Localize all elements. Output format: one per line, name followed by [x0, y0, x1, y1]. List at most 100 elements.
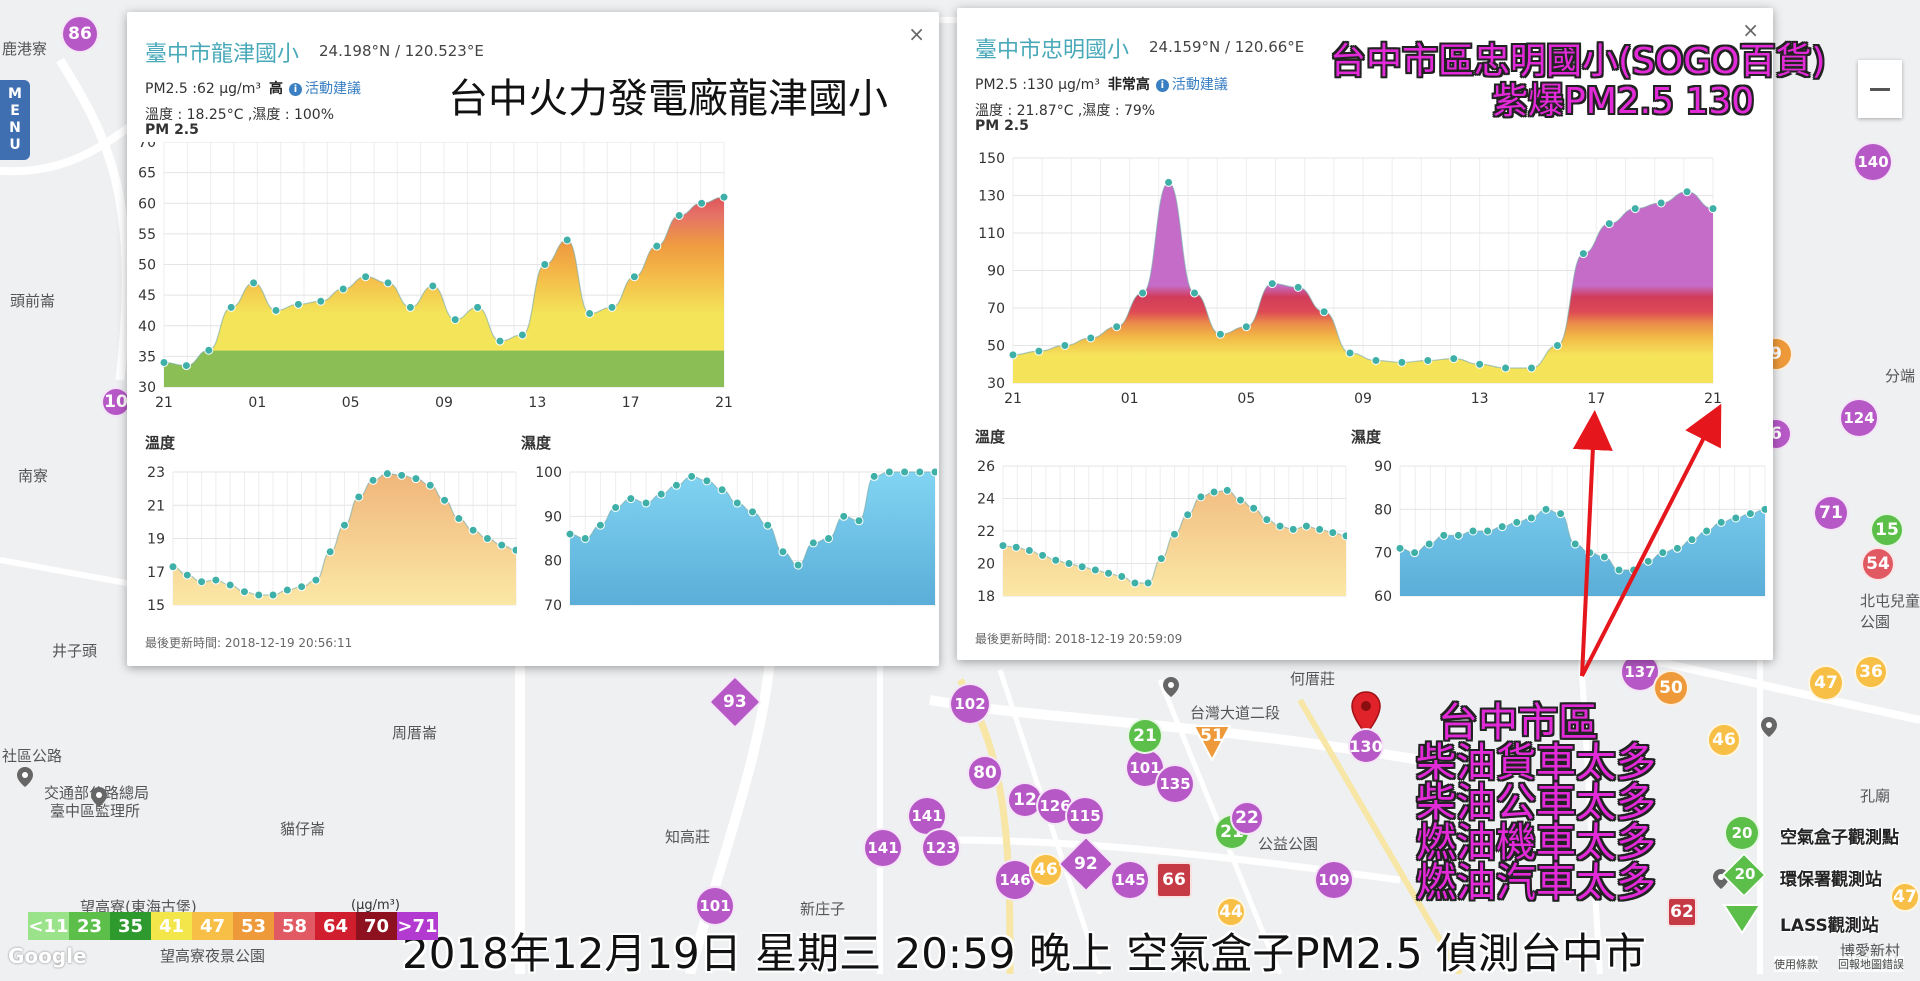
data-point: [1449, 354, 1459, 364]
data-point: [998, 541, 1008, 551]
station-marker[interactable]: 51: [1193, 723, 1231, 761]
close-icon[interactable]: ×: [908, 22, 925, 46]
data-point: [1189, 288, 1199, 298]
data-point: [1604, 219, 1614, 229]
cause-line: 燃油機車太多: [1416, 820, 1656, 866]
data-point: [1222, 485, 1232, 495]
map-pin-icon[interactable]: [1760, 716, 1778, 738]
station-marker[interactable]: 141: [863, 828, 903, 868]
weather-reading: 溫度 : 18.25°C ,濕度 : 100%: [145, 107, 335, 123]
data-point: [1687, 535, 1697, 545]
data-point: [1630, 204, 1640, 214]
station-marker[interactable]: 36: [1854, 655, 1888, 689]
data-point: [1643, 556, 1653, 566]
station-marker[interactable]: 123: [921, 828, 961, 868]
map-pin-icon[interactable]: [16, 766, 34, 788]
data-point: [1629, 565, 1639, 575]
data-point: [411, 474, 421, 484]
station-marker[interactable]: 115: [1065, 796, 1105, 836]
data-point: [1328, 528, 1338, 538]
station-marker[interactable]: 47: [1808, 665, 1844, 701]
station-marker[interactable]: 140: [1853, 142, 1893, 182]
data-point: [168, 562, 178, 572]
station-marker[interactable]: 145: [1110, 860, 1150, 900]
airbox-symbol-icon: 20: [1724, 815, 1760, 851]
caption-longjin: 台中火力發電廠龍津國小: [448, 76, 888, 122]
station-marker[interactable]: 15: [1870, 513, 1904, 547]
pm25-reading: PM2.5 :130 μg/m³ 非常高 i 活動建議: [975, 74, 1228, 94]
activity-advice-link[interactable]: i 活動建議: [288, 81, 361, 97]
station-marker[interactable]: 47: [1890, 882, 1920, 912]
activity-advice-link[interactable]: i 活動建議: [1155, 77, 1228, 93]
data-point: [869, 471, 879, 481]
zoom-control[interactable]: [1858, 60, 1902, 118]
data-point: [1371, 356, 1381, 365]
station-marker[interactable]: 44: [1216, 897, 1246, 927]
data-point: [517, 330, 527, 340]
data-point: [1395, 543, 1405, 553]
place-label: 公益公園: [1258, 835, 1319, 853]
x-tick-label: 01: [248, 395, 266, 411]
legend-cell: >71: [397, 912, 438, 940]
station-marker[interactable]: 102: [949, 683, 991, 725]
data-point: [1104, 568, 1114, 578]
station-marker[interactable]: 62: [1667, 897, 1697, 927]
data-point: [204, 345, 214, 355]
station-marker[interactable]: 22: [1230, 801, 1264, 835]
legend-cell: 53: [233, 912, 274, 940]
data-point: [778, 547, 788, 557]
data-point: [382, 469, 392, 479]
station-marker[interactable]: 101: [695, 886, 735, 926]
location-pin-icon[interactable]: [1349, 690, 1383, 738]
station-marker[interactable]: 86: [61, 15, 99, 53]
data-point: [562, 235, 572, 245]
station-marker[interactable]: 124: [1839, 398, 1879, 438]
data-point: [629, 272, 639, 282]
data-point: [930, 467, 937, 477]
data-point: [297, 582, 307, 592]
place-label: 鹿港寮: [2, 40, 48, 58]
legend-unit: (μg/m³): [351, 898, 400, 913]
y-tick-label: 80: [544, 554, 562, 570]
terms-link[interactable]: 使用條款: [1774, 956, 1818, 972]
legend-cell: 41: [151, 912, 192, 940]
data-point: [1086, 333, 1096, 343]
y-tick-label: 150: [978, 151, 1005, 167]
station-marker[interactable]: 109: [1314, 860, 1354, 900]
zoom-out-button[interactable]: [1870, 88, 1890, 91]
data-point: [282, 585, 292, 595]
station-marker[interactable]: 50: [1653, 670, 1689, 706]
data-point: [1658, 548, 1668, 558]
place-label: 知高莊: [665, 828, 711, 846]
data-point: [854, 516, 864, 526]
data-point: [405, 302, 415, 312]
station-marker[interactable]: 46: [1029, 853, 1063, 887]
map-pin-icon[interactable]: [90, 786, 108, 808]
map-pin-icon[interactable]: [1162, 676, 1180, 698]
data-point: [1483, 526, 1493, 536]
station-marker-selected[interactable]: 130: [1348, 728, 1384, 764]
x-tick-label: 09: [1354, 391, 1372, 407]
y-tick-label: 26: [977, 459, 995, 475]
data-point: [1556, 509, 1566, 519]
menu-tab[interactable]: MENU: [0, 80, 30, 160]
station-marker[interactable]: 80: [967, 755, 1003, 791]
close-icon[interactable]: ×: [1742, 18, 1759, 42]
station-marker[interactable]: 71: [1813, 495, 1849, 531]
data-point: [1552, 341, 1562, 350]
station-marker[interactable]: 54: [1861, 547, 1895, 581]
activity-advice-label: 活動建議: [1171, 77, 1228, 93]
report-map-error-link[interactable]: 回報地圖錯誤: [1838, 956, 1904, 972]
epa-symbol-value: 20: [1734, 865, 1756, 883]
data-point: [383, 278, 393, 288]
place-label: 台灣大道二段: [1190, 704, 1281, 722]
station-marker[interactable]: 21: [1127, 718, 1163, 754]
station-marker[interactable]: 46: [1707, 723, 1741, 757]
station-marker[interactable]: 66: [1156, 862, 1192, 898]
data-point: [1541, 504, 1551, 514]
data-point: [1475, 359, 1485, 369]
activity-advice-label: 活動建議: [304, 81, 361, 97]
pm25-reading: PM2.5 :62 μg/m³ 高 i 活動建議: [145, 78, 361, 98]
station-marker[interactable]: 135: [1155, 764, 1195, 804]
data-point: [1090, 565, 1100, 575]
